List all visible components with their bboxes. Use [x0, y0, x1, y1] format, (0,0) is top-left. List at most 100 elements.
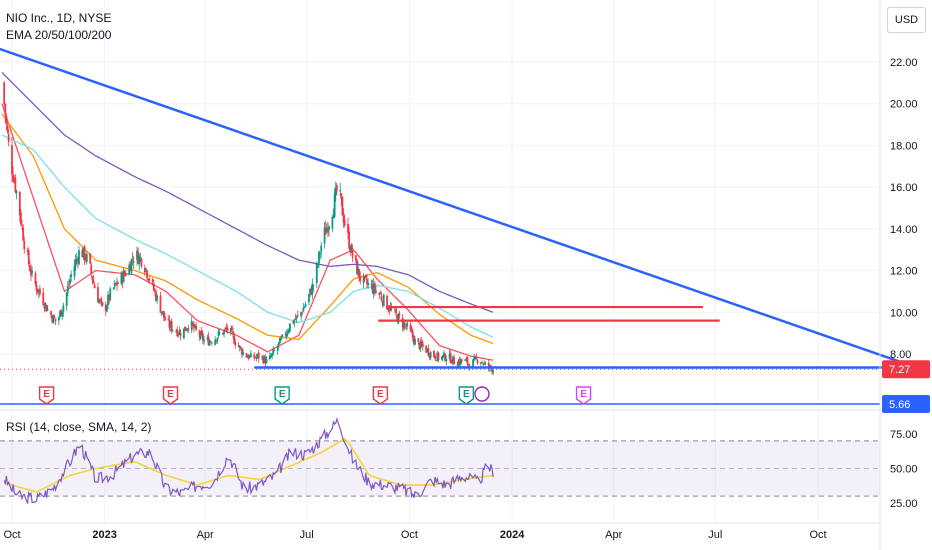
candle-body: [386, 295, 388, 310]
candle-body: [425, 346, 428, 353]
candle-body: [169, 322, 172, 328]
candle-body: [238, 345, 241, 349]
candle: [294, 313, 297, 320]
candle-body: [155, 291, 157, 301]
candle-body: [233, 335, 236, 344]
candle-body: [104, 304, 107, 311]
earnings-marker[interactable]: E: [162, 386, 179, 405]
candle-body: [366, 279, 368, 284]
candle-body: [45, 305, 48, 312]
earnings-marker[interactable]: E: [575, 386, 592, 405]
candle-body: [452, 356, 454, 363]
candle-body: [117, 283, 119, 284]
candle: [11, 137, 13, 183]
candle-body: [358, 269, 361, 278]
candle-body: [66, 286, 69, 293]
candle: [91, 275, 94, 285]
candle-body: [148, 278, 151, 281]
candle-body: [296, 314, 299, 316]
candle-body: [78, 250, 80, 265]
candle: [39, 285, 41, 297]
descending-trendline[interactable]: [0, 47, 903, 364]
candle: [90, 262, 93, 277]
candle-body: [341, 197, 344, 216]
candle-body: [473, 357, 476, 361]
candle: [335, 182, 338, 196]
candle-body: [101, 302, 104, 306]
rsi-legend[interactable]: RSI (14, close, SMA, 14, 2): [6, 420, 152, 434]
candle: [6, 121, 9, 134]
candle-body: [91, 276, 94, 281]
candle-body: [339, 190, 342, 192]
earnings-marker[interactable]: E: [274, 386, 290, 405]
candle-body: [52, 314, 55, 324]
candle: [26, 247, 29, 256]
candle: [255, 353, 258, 362]
earnings-badge-label: E: [377, 389, 384, 400]
currency-button[interactable]: USD: [887, 7, 926, 33]
candle-body: [456, 365, 459, 367]
candle: [18, 191, 21, 223]
candle: [304, 301, 307, 308]
candle-body: [457, 360, 460, 368]
event-circle-marker[interactable]: [474, 386, 490, 402]
candle: [27, 247, 30, 267]
candle-body: [90, 264, 93, 274]
time-tick-label: 2023: [92, 529, 116, 541]
candle-body: [268, 355, 271, 360]
time-tick-label: Oct: [809, 529, 826, 541]
time-tick-label: 2024: [500, 529, 525, 541]
candle-body: [474, 356, 477, 360]
candle: [472, 359, 474, 368]
candle: [105, 304, 108, 313]
candle-body: [381, 300, 384, 305]
candle-body: [375, 290, 377, 293]
candle-body: [309, 288, 311, 294]
candle-body: [301, 312, 304, 314]
candle: [52, 314, 55, 324]
candle: [427, 344, 430, 358]
candle: [315, 261, 318, 289]
candle: [398, 310, 401, 319]
candle-body: [225, 327, 228, 330]
candle-body: [255, 356, 258, 359]
earnings-marker[interactable]: E: [38, 386, 55, 405]
time-tick-label: Oct: [401, 529, 418, 541]
candle-body: [152, 283, 155, 291]
candle-body: [262, 356, 265, 364]
candle: [117, 280, 119, 285]
candle-body: [442, 355, 444, 359]
candle-body: [433, 350, 435, 357]
candle: [450, 359, 453, 364]
earnings-marker[interactable]: E: [372, 386, 389, 405]
candle-body: [492, 370, 495, 373]
drawings[interactable]: [0, 47, 908, 405]
indicator-legend[interactable]: EMA 20/50/100/200: [6, 28, 112, 42]
price-tick-label: 12.00: [890, 266, 918, 278]
candle: [175, 328, 178, 333]
candle-body: [294, 318, 297, 320]
candle: [3, 81, 6, 107]
candle-body: [270, 356, 272, 358]
earnings-marker[interactable]: E: [458, 386, 475, 405]
candle-body: [222, 332, 224, 335]
candle-body: [245, 353, 248, 358]
candle-body: [30, 269, 32, 276]
rsi-tick-label: 50.00: [890, 464, 918, 476]
candle-body: [287, 329, 290, 333]
candle: [248, 354, 251, 359]
candle-body: [449, 353, 452, 364]
candle: [199, 330, 202, 341]
candle-body: [411, 331, 414, 338]
candle-body: [53, 316, 56, 319]
candle: [232, 328, 234, 339]
candle: [46, 305, 49, 311]
candle-body: [199, 332, 202, 339]
candle: [453, 354, 455, 365]
candle-body: [73, 265, 76, 277]
candle-body: [171, 329, 174, 331]
candle: [412, 335, 415, 347]
candle-body: [328, 226, 330, 230]
